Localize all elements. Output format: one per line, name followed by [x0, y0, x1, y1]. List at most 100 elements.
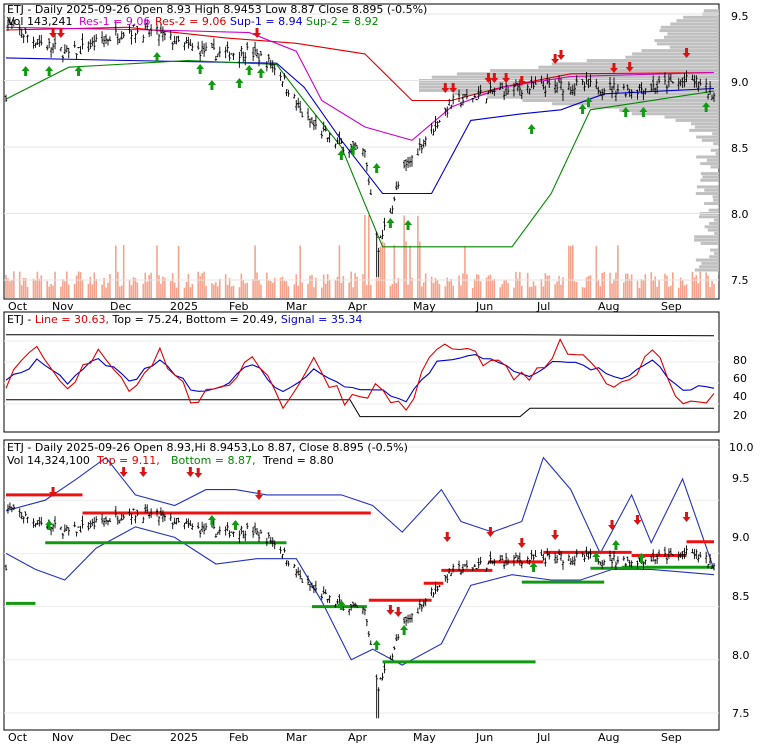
volume-bar: [144, 273, 146, 298]
osc-legend-levels: Top = 75.24, Bottom = 20.49,: [109, 313, 277, 326]
volume-bar: [172, 273, 174, 298]
volume-bar: [692, 272, 694, 298]
profile-bar: [696, 136, 719, 139]
profile-bar: [697, 185, 719, 188]
volume-bar: [219, 279, 221, 298]
y-tick: 8.5: [731, 142, 749, 155]
volume-bar: [188, 274, 190, 298]
volume-bar: [82, 280, 84, 298]
volume-bar: [545, 273, 547, 298]
volume-bar: [244, 284, 246, 298]
volume-bar: [623, 282, 625, 298]
volume-bar: [527, 273, 529, 298]
volume-bar: [192, 284, 194, 298]
volume-bar: [613, 279, 615, 298]
volume-bar: [321, 288, 323, 298]
volume-bar: [76, 275, 78, 298]
x-label: Jun: [475, 300, 493, 313]
legend-sup1: Sup-1 = 8.94: [230, 15, 303, 28]
svg-text:ETJ - Line = 30.63, Top = 75.2: ETJ - Line = 30.63, Top = 75.24, Bottom …: [7, 313, 362, 326]
x-label: May: [413, 731, 436, 744]
volume-bar: [13, 271, 15, 298]
volume-bar: [27, 287, 29, 298]
volume-bar: [615, 272, 617, 298]
profile-bar: [695, 269, 719, 272]
profile-bar: [709, 222, 719, 225]
volume-bar: [135, 278, 137, 298]
volume-bar: [517, 279, 519, 298]
volume-bar: [186, 282, 188, 298]
legend-sup2: Sup-2 = 8.92: [306, 15, 379, 28]
volume-bar: [68, 285, 70, 298]
x-label: Jun: [475, 731, 493, 744]
volume-bar: [490, 275, 492, 298]
x-label: May: [413, 300, 436, 313]
volume-bar: [293, 284, 295, 298]
volume-bar: [494, 279, 496, 298]
profile-bar: [632, 52, 719, 55]
y-tick: 7.5: [731, 274, 749, 287]
profile-bar: [661, 26, 719, 29]
profile-bar: [694, 235, 719, 238]
volume-bar: [478, 275, 480, 298]
volume-bar: [425, 274, 427, 298]
volume-bar: [329, 280, 331, 298]
profile-bar: [694, 239, 719, 242]
volume-bar: [225, 274, 227, 298]
volume-bar: [33, 279, 35, 298]
volume-bar: [160, 284, 162, 298]
volume-bar: [284, 281, 286, 298]
legend-top: Top = 9.11,: [96, 454, 160, 467]
volume-bar: [684, 285, 686, 298]
volume-bar: [266, 273, 268, 298]
profile-bar: [718, 182, 719, 185]
volume-bar: [229, 278, 231, 298]
y-tick: 20: [733, 409, 747, 422]
volume-bar: [521, 286, 523, 298]
volume-bar: [650, 272, 652, 298]
volume-bar: [121, 286, 123, 298]
volume-bar: [503, 281, 505, 298]
volume-bar: [668, 287, 670, 298]
x-label: Mar: [286, 731, 307, 744]
volume-bar: [572, 245, 574, 298]
volume-bar: [411, 278, 413, 298]
volume-bar: [25, 278, 27, 298]
volume-bar: [588, 276, 590, 298]
volume-bar: [131, 285, 133, 298]
volume-bar: [213, 284, 215, 298]
volume-bar: [103, 278, 105, 298]
profile-bar: [695, 126, 719, 129]
volume-bar: [407, 285, 409, 298]
volume-bar: [709, 287, 711, 298]
volume-bar: [392, 284, 394, 298]
volume-bar: [656, 287, 658, 298]
profile-bar: [716, 152, 719, 155]
oscillator-panel: [4, 312, 719, 432]
volume-bar: [176, 288, 178, 298]
x-label: 2025: [170, 731, 198, 744]
profile-bar: [670, 22, 719, 25]
profile-bar: [689, 129, 719, 132]
volume-bar: [313, 287, 315, 298]
volume-bar: [54, 272, 56, 298]
volume-bar: [713, 284, 715, 298]
volume-bar: [658, 280, 660, 298]
volume-bar: [142, 284, 144, 298]
volume-bar: [480, 281, 482, 298]
volume-bar: [554, 284, 556, 298]
volume-bar: [560, 285, 562, 298]
profile-bar: [641, 49, 719, 52]
volume-bar: [686, 284, 688, 298]
profile-bar: [691, 122, 719, 125]
x-label: 2025: [170, 300, 198, 313]
volume-bar: [335, 280, 337, 298]
volume-bar: [390, 286, 392, 298]
profile-bar: [700, 162, 719, 165]
y-tick: 7.5: [732, 707, 750, 720]
volume-bar: [435, 278, 437, 298]
volume-bar: [148, 275, 150, 298]
volume-bar: [476, 274, 478, 298]
y-tick: 9.0: [732, 531, 750, 544]
volume-bar: [272, 283, 274, 298]
